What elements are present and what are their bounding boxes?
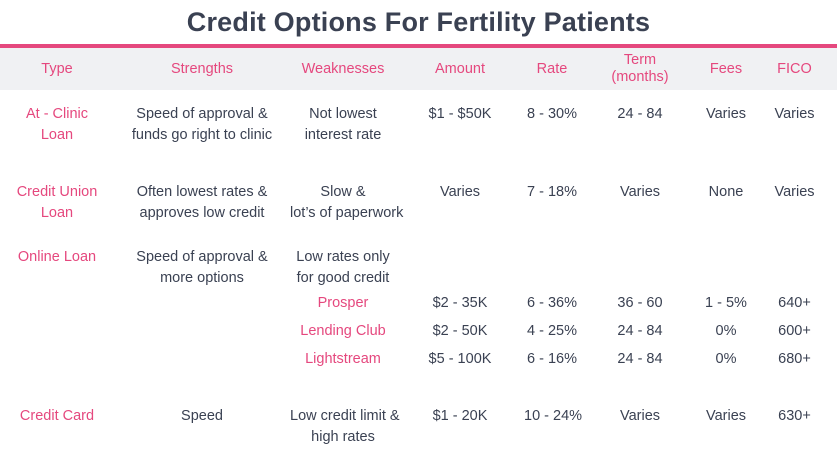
cell-product: Prosper: [317, 295, 369, 311]
table-subrow-lightstream: Lightstream $5 - 100K 6 - 16% 24 - 84 0%…: [0, 346, 837, 374]
cell-type: Credit Union Loan: [16, 184, 98, 221]
cell-fees: 0%: [715, 323, 737, 339]
cell-amount: $5 - 100K: [428, 351, 492, 367]
cell-type: Credit Card: [19, 408, 95, 424]
column-header-type: Type: [41, 60, 73, 77]
table-subrow-lending-club: Lending Club $2 - 50K 4 - 25% 24 - 84 0%…: [0, 318, 837, 346]
cell-amount: $2 - 35K: [432, 295, 488, 311]
cell-term: [580, 247, 700, 290]
cell-rate: 6 - 36%: [527, 295, 577, 311]
cell-fico: 600+: [778, 323, 811, 339]
cell-amount: $1 - $50K: [428, 106, 492, 122]
cell-fico: 680+: [778, 351, 811, 367]
table-header-row: Type Strengths Weaknesses Amount Rate Te…: [0, 48, 837, 90]
column-header-term: Term (months): [611, 52, 669, 85]
column-header-rate: Rate: [536, 60, 568, 77]
cell-fees: 1 - 5%: [705, 295, 747, 311]
cell-fico: Varies: [774, 184, 815, 200]
cell-term: Varies: [619, 184, 661, 200]
cell-product: Lending Club: [300, 323, 386, 339]
table-subrow-prosper: Prosper $2 - 35K 6 - 36% 36 - 60 1 - 5% …: [0, 290, 837, 318]
table-row-online-loan: Online Loan Speed of approval & more opt…: [0, 240, 837, 290]
cell-strengths: Speed of approval & more options: [136, 249, 268, 286]
cell-rate: 6 - 16%: [527, 351, 577, 367]
cell-fico: Varies: [774, 106, 815, 122]
cell-fico: 630+: [778, 408, 811, 424]
cell-rate: 10 - 24%: [524, 408, 583, 424]
cell-type: [0, 349, 114, 374]
cell-weaknesses: Low rates only for good credit: [296, 249, 390, 286]
table-row-credit-union-loan: Credit Union Loan Often lowest rates & a…: [0, 170, 837, 240]
page-title: Credit Options For Fertility Patients: [186, 6, 651, 37]
cell-amount: $1 - 20K: [432, 408, 488, 424]
cell-term: 24 - 84: [617, 106, 663, 122]
cell-rate: [524, 247, 580, 290]
cell-strengths: Speed: [181, 408, 223, 424]
cell-product: Lightstream: [305, 351, 381, 367]
cell-type: [0, 321, 114, 346]
cell-amount: $2 - 50K: [432, 323, 488, 339]
column-header-fees: Fees: [709, 60, 743, 77]
row-spacer: [0, 374, 837, 398]
cell-term: 24 - 84: [617, 351, 663, 367]
title-divider: [0, 44, 837, 48]
cell-amount: [396, 247, 524, 290]
cell-term: 36 - 60: [617, 295, 663, 311]
cell-strengths: Speed of approval & funds go right to cl…: [131, 106, 273, 143]
cell-term: 24 - 84: [617, 323, 663, 339]
cell-rate: 7 - 18%: [527, 184, 577, 200]
credit-options-table: Type Strengths Weaknesses Amount Rate Te…: [0, 48, 837, 451]
cell-rate: 8 - 30%: [527, 106, 577, 122]
cell-strengths: [114, 349, 290, 374]
cell-strengths: [114, 321, 290, 346]
cell-amount: Varies: [439, 184, 481, 200]
cell-fees: Varies: [705, 106, 747, 122]
cell-type: At - Clinic Loan: [25, 106, 89, 143]
table-row-at-clinic-loan: At - Clinic Loan Speed of approval & fun…: [0, 90, 837, 170]
table-row-credit-card: Credit Card Speed Low credit limit & hig…: [0, 398, 837, 451]
column-header-amount: Amount: [435, 60, 485, 77]
cell-weaknesses: Not lowest interest rate: [304, 106, 382, 143]
cell-fico: 640+: [778, 295, 811, 311]
cell-fees: 0%: [715, 351, 737, 367]
cell-strengths: Often lowest rates & approves low credit: [136, 184, 268, 221]
cell-fees: None: [708, 184, 744, 200]
cell-weaknesses: Slow & lot’s of paperwork: [290, 184, 404, 221]
cell-weaknesses: Low credit limit & high rates: [290, 408, 400, 445]
column-header-weaknesses: Weaknesses: [301, 60, 385, 77]
cell-type: [0, 293, 114, 318]
cell-fees: [700, 247, 752, 290]
cell-term: Varies: [619, 408, 661, 424]
cell-fees: Varies: [705, 408, 747, 424]
cell-fico: [752, 247, 837, 290]
cell-type: Online Loan: [17, 249, 97, 265]
column-header-strengths: Strengths: [170, 60, 234, 77]
column-header-fico: FICO: [777, 60, 812, 77]
cell-rate: 4 - 25%: [527, 323, 577, 339]
cell-strengths: [114, 293, 290, 318]
